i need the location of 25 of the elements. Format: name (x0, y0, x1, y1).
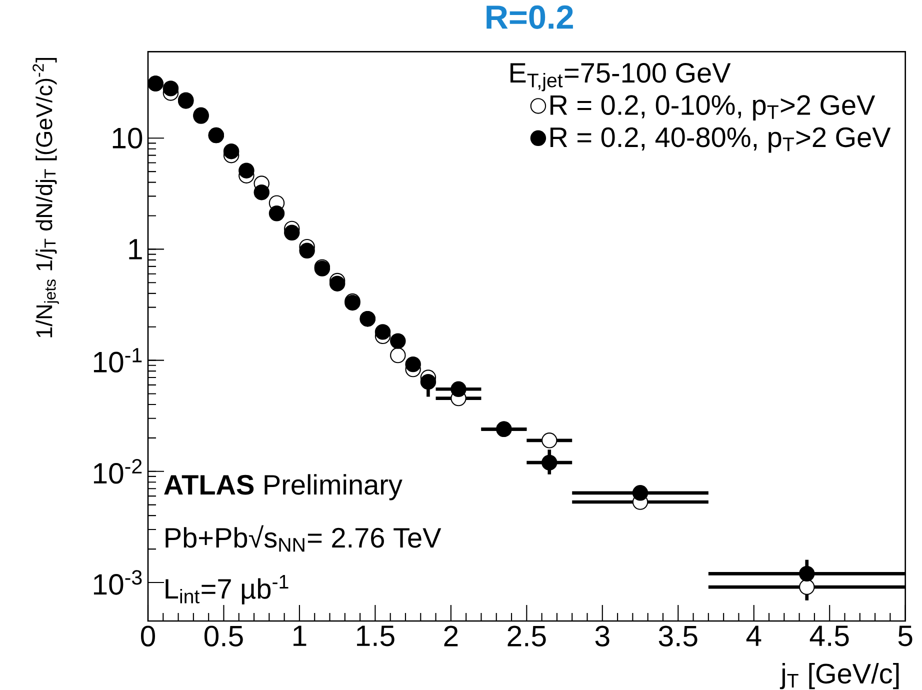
y-tick-label: 10 (112, 128, 142, 149)
x-tick-label: 0.5 (204, 626, 243, 646)
x-tick-label: 0 (140, 626, 156, 646)
x-tick-label: 4 (746, 626, 762, 646)
x-tick-label: 3.5 (658, 626, 698, 646)
x-tick-label: 2.5 (508, 626, 546, 646)
annotation: L$_{int}$=7 µb$^{-1}$ (166, 575, 288, 604)
x-tick-label: 2 (444, 626, 458, 646)
y-tick-label: 10$^{-3}$ (94, 570, 142, 595)
legend-label: R = 0.2, 40-80%, p$_{T}$>2 GeV (550, 127, 891, 153)
legend-title: E$_{T,jet}$=75-100 GeV (510, 62, 731, 92)
legend-label: R = 0.2, 0-10%, p$_{T}$>2 GeV (550, 95, 876, 121)
y-tick-label: 10$^{-2}$ (94, 459, 142, 484)
y-tick-label: 1 (129, 239, 142, 260)
x-axis-title: j$_{T}$ [GeV/c] (780, 663, 899, 690)
x-tick-label: 5 (898, 626, 912, 646)
x-tick-label: 1.5 (357, 626, 394, 646)
text: 1/N$_{jets}$ 1/j$_{T}$ dN/dj$_{T}$ [(GeV/c)$^{-2}$] (32, 58, 59, 338)
annotation: ATLAS Preliminary (164, 474, 402, 500)
chart-title: R=0.2 (486, 5, 573, 29)
annotation: Pb+Pb√s$_{NN}$= 2.76 TeV (166, 525, 442, 552)
y-tick-label: 10$^{-1}$ (94, 348, 142, 373)
x-tick-label: 1 (294, 626, 306, 646)
x-tick-label: 4.5 (810, 626, 849, 646)
x-tick-label: 3 (595, 626, 610, 646)
